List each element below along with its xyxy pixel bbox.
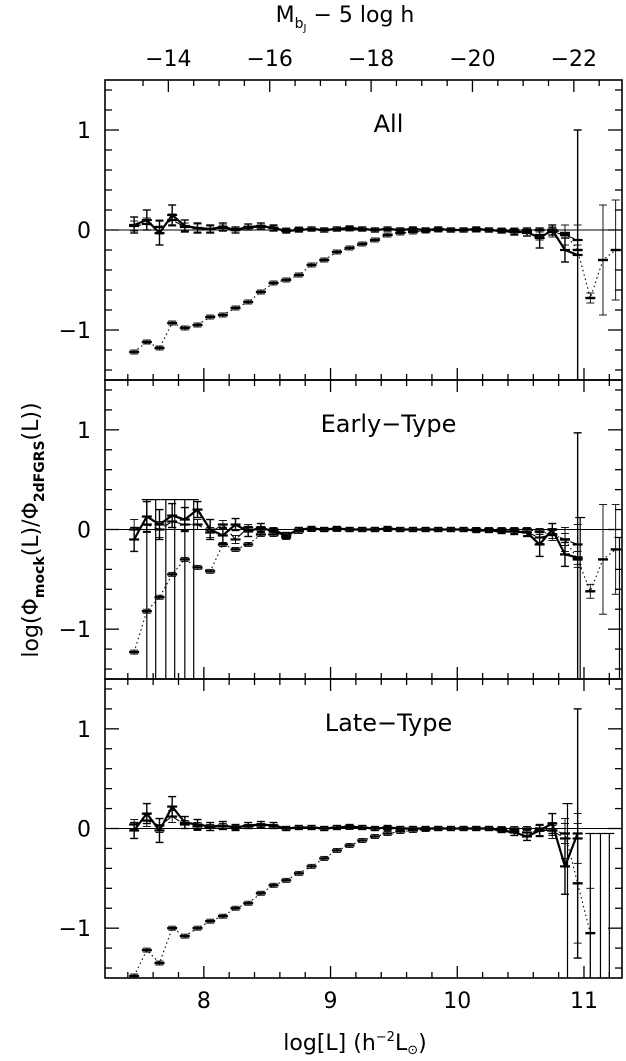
y-axis-label: log(Φmock(L)/Φ2dFGRS(L)) [19, 402, 48, 657]
panel-early-type: −1 0 1 Early−Type [59, 379, 623, 680]
y-tick-label: 0 [77, 219, 91, 244]
top-axis-tick-label: −20 [449, 47, 495, 72]
data-layer [129, 432, 622, 679]
series-line-dashed [133, 520, 578, 546]
y-tick-label: −1 [59, 319, 91, 344]
data-layer [129, 708, 615, 978]
y-tick-label: −1 [59, 618, 91, 643]
series-line-dotted [133, 827, 591, 977]
panel-label: Early−Type [321, 410, 457, 438]
x-tick-label: 9 [324, 989, 338, 1014]
x-tick-label: 8 [197, 989, 211, 1014]
top-axis-tick-label: −14 [145, 47, 191, 72]
data-layer [129, 129, 621, 380]
top-axis-tick-label: −22 [551, 47, 597, 72]
y-tick-label: 1 [77, 419, 91, 444]
series-line-dotted [133, 528, 617, 653]
y-tick-label: 1 [77, 718, 91, 743]
y-tick-label: −1 [59, 917, 91, 942]
series-line-solid [133, 804, 579, 870]
y-tick-label: 0 [77, 818, 91, 843]
x-tick-label: 11 [570, 989, 598, 1014]
x-tick-label: 10 [443, 989, 471, 1014]
top-axis-label: MbJ − 5 log h [276, 3, 415, 34]
y-tick-label: 1 [77, 119, 91, 144]
panel-late-type: −1 0 1 8 9 10 11 Late−Type [59, 678, 623, 1014]
x-axis-label: log[L] (h−2L⊙) [283, 1030, 426, 1058]
panel-label: Late−Type [325, 709, 453, 737]
top-axis-tick-label: −16 [247, 47, 293, 72]
top-axis-tick-label: −18 [348, 47, 394, 72]
panel-label: All [374, 110, 404, 138]
y-tick-label: 0 [77, 519, 91, 544]
panel-all: −1 0 1 −14 −16 −18 −20 −22 All [59, 47, 623, 381]
